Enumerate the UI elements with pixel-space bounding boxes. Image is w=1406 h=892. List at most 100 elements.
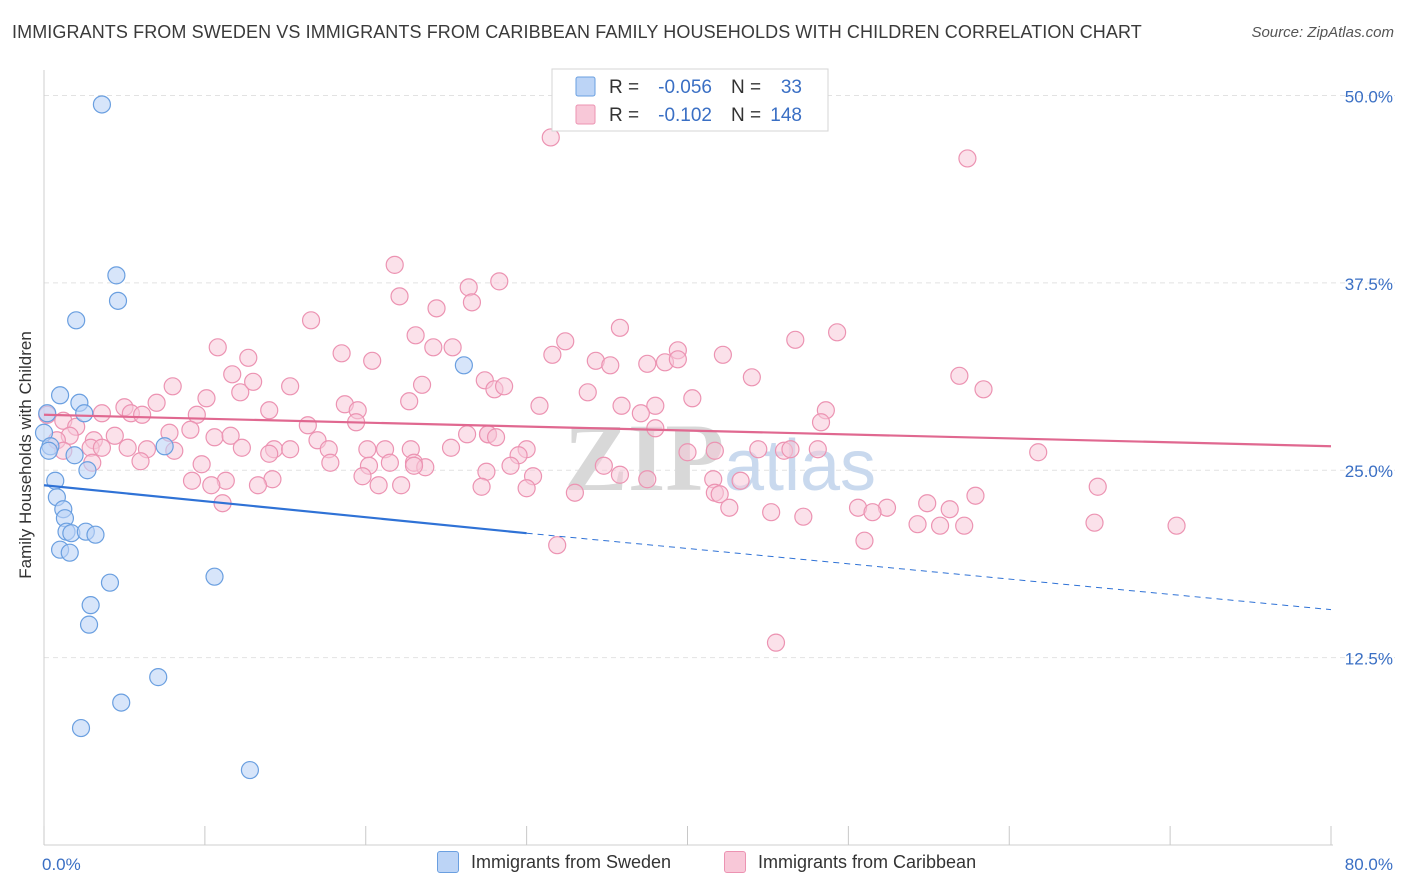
data-point-sweden (75, 404, 94, 423)
data-point-caribbean (786, 330, 805, 349)
data-point-caribbean (612, 396, 631, 415)
data-point-caribbean (321, 453, 340, 472)
chart-title: IMMIGRANTS FROM SWEDEN VS IMMIGRANTS FRO… (12, 22, 1142, 42)
stats-legend-swatch (575, 76, 596, 97)
bottom-legend: Immigrants from Sweden Immigrants from C… (0, 851, 1406, 877)
y-tick-label: 37.5% (1345, 275, 1393, 294)
trend-line-sweden-extension (526, 532, 1332, 611)
data-point-caribbean (678, 443, 697, 462)
data-point-caribbean (631, 404, 650, 423)
data-point-caribbean (298, 416, 317, 435)
data-point-caribbean (742, 368, 761, 387)
data-point-caribbean (781, 440, 800, 459)
data-point-caribbean (490, 272, 509, 291)
data-point-caribbean (412, 375, 432, 394)
data-point-caribbean (794, 507, 813, 526)
data-point-caribbean (205, 428, 224, 447)
x-tick-labels: 0.0% 80.0% (42, 855, 1393, 874)
data-point-caribbean (610, 318, 630, 337)
data-point-caribbean (638, 470, 657, 489)
data-point-caribbean (683, 389, 702, 408)
data-point-caribbean (301, 311, 321, 330)
chart-source: Source: ZipAtlas.com (1251, 24, 1394, 41)
data-point-sweden (454, 356, 473, 375)
data-point-caribbean (458, 425, 477, 444)
data-point-sweden (108, 291, 128, 310)
trend-line-caribbean (43, 413, 1332, 448)
data-point-caribbean (966, 486, 985, 505)
data-point-caribbean (530, 396, 549, 415)
grid-lines (44, 94, 1395, 659)
data-point-caribbean (260, 444, 279, 463)
legend-item-sweden[interactable]: Immigrants from Sweden (437, 851, 671, 873)
data-point-caribbean (192, 455, 211, 474)
stats-legend: R = -0.056 N = 33 R = -0.102 N = 148 (551, 68, 829, 132)
data-point-caribbean (462, 293, 482, 312)
data-point-caribbean (197, 389, 216, 408)
legend-item-caribbean[interactable]: Immigrants from Caribbean (724, 851, 976, 873)
data-point-sweden (60, 543, 79, 562)
data-point-caribbean (646, 419, 665, 438)
data-point-caribbean (353, 467, 372, 486)
data-point-caribbean (147, 393, 166, 412)
data-point-caribbean (400, 392, 419, 411)
data-point-sweden (38, 404, 57, 423)
data-point-caribbean (392, 476, 411, 495)
data-point-caribbean (974, 380, 993, 399)
data-point-caribbean (281, 440, 300, 459)
data-point-caribbean (208, 338, 227, 357)
data-point-caribbean (363, 351, 382, 370)
data-point-caribbean (501, 456, 520, 475)
data-point-caribbean (281, 377, 300, 396)
data-point-caribbean (202, 476, 221, 495)
data-point-sweden (71, 718, 91, 738)
data-point-caribbean (385, 255, 404, 274)
data-point-sweden (100, 573, 120, 592)
stats-legend-n-label: N = (731, 105, 761, 126)
data-point-caribbean (638, 354, 657, 373)
stats-legend-r-value: -0.056 (658, 77, 712, 98)
data-point-caribbean (548, 536, 567, 555)
data-point-caribbean (766, 633, 786, 652)
data-point-caribbean (477, 462, 496, 481)
data-point-caribbean (578, 383, 597, 402)
data-point-caribbean (610, 465, 630, 484)
legend-swatch-sweden (437, 851, 459, 873)
data-point-caribbean (720, 498, 739, 517)
sweden-points (34, 95, 473, 780)
data-point-caribbean (239, 348, 258, 367)
data-point-caribbean (441, 438, 461, 457)
data-point-caribbean (855, 531, 874, 550)
data-point-caribbean (668, 350, 687, 369)
data-point-caribbean (369, 476, 388, 495)
data-point-caribbean (1088, 477, 1107, 496)
data-point-caribbean (811, 413, 831, 432)
data-point-sweden (65, 446, 84, 465)
data-point-caribbean (231, 383, 250, 402)
data-point-caribbean (543, 345, 562, 364)
data-point-caribbean (646, 396, 665, 415)
data-point-caribbean (1085, 513, 1104, 532)
data-point-sweden (67, 311, 86, 330)
data-point-caribbean (163, 377, 182, 396)
data-point-caribbean (930, 516, 950, 535)
data-point-caribbean (940, 500, 959, 519)
data-point-sweden (86, 525, 105, 544)
data-point-caribbean (181, 420, 200, 439)
y-tick-label: 50.0% (1345, 87, 1393, 106)
data-point-caribbean (390, 287, 409, 306)
data-point-caribbean (1167, 516, 1186, 535)
data-point-caribbean (762, 503, 781, 522)
stats-legend-n-value: 148 (770, 105, 802, 126)
data-point-caribbean (260, 401, 279, 420)
data-point-caribbean (118, 438, 137, 457)
data-point-caribbean (92, 438, 112, 457)
data-point-caribbean (105, 426, 124, 445)
watermark: ZIPatlas (564, 404, 876, 511)
data-point-caribbean (517, 479, 536, 498)
legend-label-sweden: Immigrants from Sweden (471, 851, 672, 872)
data-point-sweden (39, 441, 58, 460)
data-point-caribbean (808, 440, 827, 459)
data-point-caribbean (495, 377, 514, 396)
